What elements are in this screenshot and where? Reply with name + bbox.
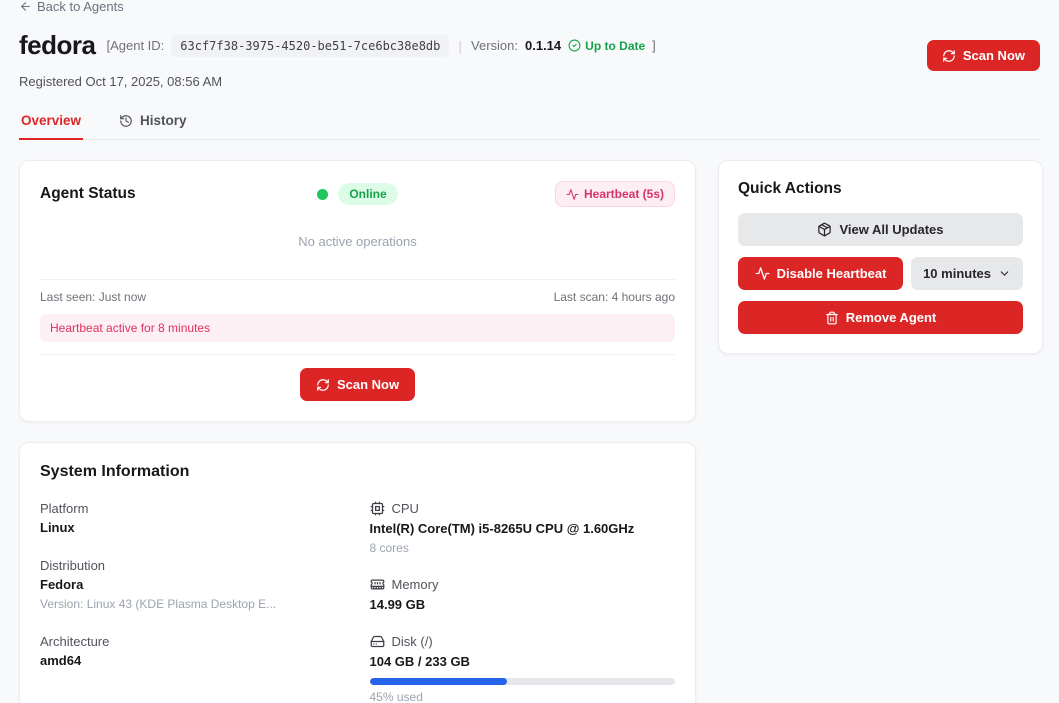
tab-overview[interactable]: Overview	[19, 113, 84, 140]
divider	[40, 354, 675, 355]
registered-date: Registered Oct 17, 2025, 08:56 AM	[19, 74, 223, 89]
platform-value: Linux	[40, 520, 75, 535]
refresh-icon	[316, 378, 330, 392]
arrow-left-icon	[19, 0, 32, 13]
tab-overview-label: Overview	[21, 113, 82, 128]
check-circle-icon	[568, 39, 581, 52]
meta-separator: |	[458, 37, 463, 54]
system-info-left-column: Platform Linux Distribution Fedora Versi…	[40, 501, 346, 703]
platform-field: Platform Linux	[40, 501, 346, 535]
memory-value: 14.99 GB	[369, 597, 426, 612]
right-column: Quick Actions View All Updates Disable H…	[718, 160, 1043, 354]
page-title: fedora	[19, 30, 96, 60]
version-label: Version:	[471, 38, 518, 53]
chevron-down-icon	[998, 267, 1011, 280]
heartbeat-interval-select[interactable]: 10 minutes	[911, 257, 1023, 290]
remove-agent-label: Remove Agent	[845, 310, 937, 325]
quick-actions-card: Quick Actions View All Updates Disable H…	[718, 160, 1043, 354]
heartbeat-badge-label: Heartbeat (5s)	[583, 187, 665, 201]
architecture-field: Architecture amd64	[40, 634, 346, 668]
agent-status-title: Agent Status	[40, 185, 136, 202]
scan-now-button-card[interactable]: Scan Now	[299, 368, 416, 401]
page-header: fedora [Agent ID: 63cf7f38-3975-4520-be5…	[19, 30, 1040, 89]
cpu-chip-icon	[370, 501, 385, 516]
trash-icon	[825, 311, 839, 325]
distribution-field: Distribution Fedora Version: Linux 43 (K…	[40, 558, 346, 611]
heartbeat-interval-value: 10 minutes	[923, 266, 991, 281]
online-status-dot	[317, 188, 329, 200]
disk-usage-bar	[369, 678, 675, 685]
pulse-icon	[566, 188, 579, 201]
scan-now-label: Scan Now	[336, 377, 400, 392]
quick-actions-title: Quick Actions	[738, 180, 842, 197]
disk-field: Disk (/) 104 GB / 233 GB 45% used	[369, 634, 675, 703]
divider	[40, 279, 675, 280]
view-all-updates-label: View All Updates	[839, 222, 944, 237]
distribution-value: Fedora	[40, 577, 84, 592]
left-column: Agent Status Online Heartbeat (5s)	[19, 160, 696, 703]
last-seen-text: Last seen: Just now	[40, 290, 147, 304]
system-information-card: System Information Platform Linux Distri…	[19, 442, 696, 703]
heartbeat-active-banner: Heartbeat active for 8 minutes	[40, 314, 675, 342]
disable-heartbeat-button[interactable]: Disable Heartbeat	[738, 257, 904, 290]
back-to-agents-link[interactable]: Back to Agents	[19, 0, 124, 14]
agent-status-card: Agent Status Online Heartbeat (5s)	[19, 160, 696, 422]
distribution-version: Version: Linux 43 (KDE Plasma Desktop E.…	[40, 597, 277, 611]
scan-now-button-header[interactable]: Scan Now	[926, 40, 1040, 71]
back-link-label: Back to Agents	[37, 0, 124, 14]
no-active-operations-text: No active operations	[298, 234, 417, 249]
last-scan-text: Last scan: 4 hours ago	[553, 290, 675, 304]
tab-history-label: History	[140, 113, 187, 128]
refresh-icon	[942, 49, 956, 63]
view-all-updates-button[interactable]: View All Updates	[738, 213, 1023, 246]
tab-bar: Overview History	[19, 113, 1040, 140]
memory-label: Memory	[391, 577, 439, 592]
disk-used-label: 45% used	[369, 690, 423, 703]
package-icon	[817, 222, 832, 237]
disk-usage-bar-fill	[369, 678, 507, 685]
agent-id-value: 63cf7f38-3975-4520-be51-7ce6bc38e8db	[171, 34, 450, 57]
cpu-label: CPU	[391, 501, 419, 516]
disable-heartbeat-label: Disable Heartbeat	[776, 266, 887, 281]
system-info-right-column: CPU Intel(R) Core(TM) i5-8265U CPU @ 1.6…	[369, 501, 676, 703]
online-status-badge: Online	[338, 183, 398, 205]
system-information-title: System Information	[40, 463, 190, 480]
history-clock-icon	[119, 114, 133, 128]
cpu-field: CPU Intel(R) Core(TM) i5-8265U CPU @ 1.6…	[370, 501, 676, 555]
up-to-date-label: Up to Date	[585, 38, 646, 53]
version-value: 0.1.14	[525, 38, 562, 53]
architecture-value: amd64	[40, 653, 82, 668]
memory-field: Memory 14.99 GB	[370, 577, 676, 612]
scan-now-label: Scan Now	[962, 48, 1025, 63]
hard-drive-icon	[370, 634, 385, 649]
distribution-label: Distribution	[40, 558, 106, 573]
up-to-date-badge: Up to Date	[568, 39, 645, 53]
architecture-label: Architecture	[40, 634, 110, 649]
cpu-value: Intel(R) Core(TM) i5-8265U CPU @ 1.60GHz	[369, 521, 635, 536]
platform-label: Platform	[40, 501, 89, 516]
tab-history[interactable]: History	[117, 113, 189, 140]
disk-label: Disk (/)	[391, 634, 433, 649]
heartbeat-interval-badge: Heartbeat (5s)	[554, 181, 676, 207]
agent-id-close-bracket: ]	[652, 38, 656, 53]
cpu-cores: 8 cores	[369, 541, 409, 555]
memory-stick-icon	[370, 577, 385, 592]
remove-agent-button[interactable]: Remove Agent	[738, 301, 1023, 334]
disk-value: 104 GB / 233 GB	[369, 654, 470, 669]
pulse-icon	[755, 266, 770, 281]
agent-id-open-bracket: [Agent ID:	[106, 38, 165, 53]
